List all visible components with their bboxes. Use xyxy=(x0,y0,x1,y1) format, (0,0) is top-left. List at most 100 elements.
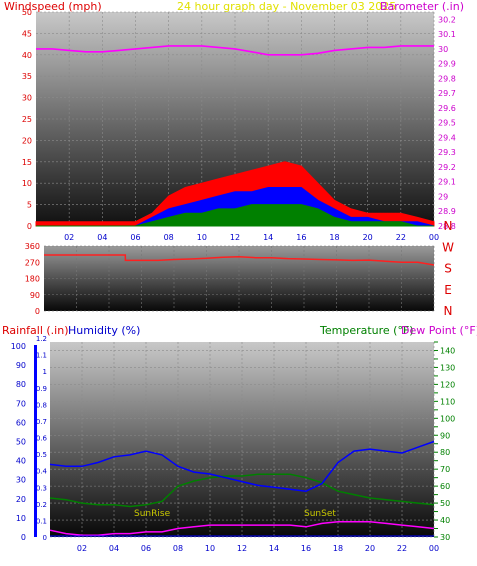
wind-x-tick: 02 xyxy=(64,233,74,242)
humidity-y-tick: 100 xyxy=(11,342,26,351)
rain-y-tick: 1 xyxy=(43,368,47,376)
humidity-line xyxy=(49,440,435,492)
compass-label: S xyxy=(444,262,452,276)
wind-x-tick: 00 xyxy=(429,233,439,242)
humidity-y-tick: 0 xyxy=(21,533,26,542)
baro-y-tick: 29.5 xyxy=(438,119,456,128)
temp-x-tick: 04 xyxy=(109,544,119,553)
humidity-y-tick: 60 xyxy=(16,418,26,427)
rain-y-tick: 0.7 xyxy=(36,418,47,426)
wind-x-tick: 10 xyxy=(197,233,207,242)
rain-y-tick: 0.8 xyxy=(36,401,47,409)
direction-y-tick: 180 xyxy=(25,275,40,284)
wind-x-tick: 06 xyxy=(130,233,140,242)
rain-title: Rainfall (.in) xyxy=(2,324,69,337)
dew-title: Dew Point (°F) xyxy=(401,324,477,337)
wind-x-tick: 08 xyxy=(164,233,174,242)
direction-y-tick: 270 xyxy=(25,258,40,267)
barometer-line xyxy=(36,45,434,56)
temp-x-tick: 00 xyxy=(429,544,439,553)
dewpoint-line xyxy=(49,520,435,537)
direction-line xyxy=(44,254,435,266)
humidity-y-tick: 70 xyxy=(16,399,26,408)
temp-x-tick: 18 xyxy=(333,544,343,553)
rain-y-tick: 1.2 xyxy=(36,335,47,343)
humidity-y-tick: 40 xyxy=(16,457,26,466)
temp-y-tick: 110 xyxy=(440,397,455,406)
baro-y-tick: 29.4 xyxy=(438,133,456,142)
temp-y-tick: 130 xyxy=(440,363,455,372)
wind-y-tick: 40 xyxy=(22,51,32,60)
wind-x-tick: 20 xyxy=(363,233,373,242)
baro-y-tick: 29.8 xyxy=(438,74,456,83)
low-area xyxy=(36,204,434,227)
wind-y-tick: 15 xyxy=(22,158,32,167)
temp-x-tick: 14 xyxy=(269,544,279,553)
temp-x-tick: 22 xyxy=(397,544,407,553)
humidity-y-tick: 30 xyxy=(16,476,26,485)
humidity-y-tick: 50 xyxy=(16,438,26,447)
wind-x-tick: 18 xyxy=(329,233,339,242)
temp-y-tick: 30 xyxy=(440,533,450,542)
rain-y-tick: 0.9 xyxy=(36,385,47,393)
temp-y-tick: 60 xyxy=(440,482,450,491)
humidity-y-tick: 90 xyxy=(16,361,26,370)
wind-x-tick: 04 xyxy=(97,233,107,242)
temp-x-tick: 02 xyxy=(77,544,87,553)
temp-y-tick: 80 xyxy=(440,448,450,457)
humidity-title: Humidity (%) xyxy=(68,324,140,337)
wind-x-tick: 22 xyxy=(396,233,406,242)
rain-y-tick: 0.6 xyxy=(36,435,48,443)
compass-label: E xyxy=(444,283,452,297)
temperature-line xyxy=(49,473,435,508)
baro-y-tick: 30 xyxy=(438,45,448,54)
humidity-y-tick: 80 xyxy=(16,380,26,389)
wind-y-tick: 30 xyxy=(22,94,32,103)
wind-y-tick: 45 xyxy=(22,29,32,38)
temp-x-tick: 10 xyxy=(205,544,215,553)
baro-y-tick: 29.6 xyxy=(438,104,456,113)
wind-y-tick: 25 xyxy=(22,115,32,124)
rain-y-tick: 0.2 xyxy=(36,501,47,509)
baro-y-tick: 28.9 xyxy=(438,207,456,216)
chart-center-title: 24 hour graph day - November 03 2025 xyxy=(177,0,396,13)
grid-lines xyxy=(36,11,435,538)
humidity-y-tick: 10 xyxy=(16,514,26,523)
rain-y-tick: 1.1 xyxy=(36,352,47,360)
axis-labels: 0510152025303540455028.828.92929.129.229… xyxy=(11,8,456,553)
baro-y-tick: 29.7 xyxy=(438,89,456,98)
sunrise-label: SunRise xyxy=(134,509,171,519)
baro-y-tick: 29.3 xyxy=(438,148,456,157)
compass-label: N xyxy=(444,219,453,233)
temp-x-tick: 08 xyxy=(173,544,183,553)
direction-y-tick: 90 xyxy=(30,291,40,300)
rain-y-tick: 0.1 xyxy=(36,517,47,525)
temp-y-tick: 90 xyxy=(440,431,450,440)
baro-y-tick: 29.2 xyxy=(438,163,456,172)
rain-scale-bar xyxy=(34,345,37,537)
temp-x-tick: 12 xyxy=(237,544,247,553)
baro-y-tick: 30.1 xyxy=(438,30,456,39)
wind-x-tick: 16 xyxy=(296,233,306,242)
temp-y-tick: 120 xyxy=(440,380,455,389)
temp-y-tick: 50 xyxy=(440,499,450,508)
rain-y-tick: 0 xyxy=(43,534,47,542)
temp-y-tick: 40 xyxy=(440,516,450,525)
wind-y-tick: 35 xyxy=(22,72,32,81)
sunset-label: SunSet xyxy=(304,509,336,519)
humidity-y-tick: 20 xyxy=(16,495,26,504)
wind-y-tick: 0 xyxy=(27,222,32,231)
rain-y-tick: 0.3 xyxy=(36,484,47,492)
wind-y-tick: 5 xyxy=(27,201,32,210)
temp-y-tick: 140 xyxy=(440,346,455,355)
baro-y-tick: 28.8 xyxy=(438,222,456,231)
wind-title: Windspeed (mph) xyxy=(4,0,102,13)
compass-label: N xyxy=(444,304,453,318)
series-layer xyxy=(35,45,435,537)
temp-x-tick: 06 xyxy=(141,544,151,553)
wind-x-tick: 14 xyxy=(263,233,273,242)
baro-y-tick: 29 xyxy=(438,192,448,201)
wind-y-tick: 50 xyxy=(22,8,32,17)
baro-y-tick: 29.1 xyxy=(438,178,456,187)
